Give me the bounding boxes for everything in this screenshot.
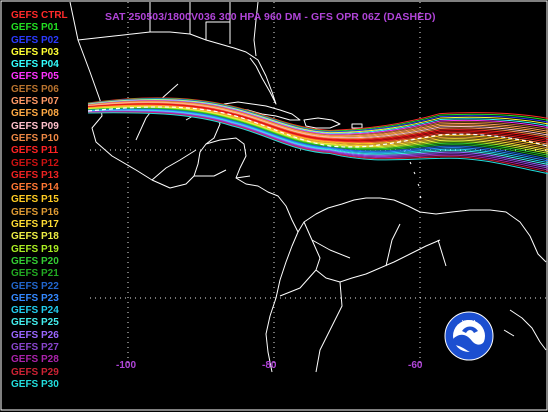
ensemble-line [87, 107, 548, 154]
ensemble-line [87, 109, 548, 165]
ensemble-lines [87, 97, 548, 175]
ensemble-line [87, 111, 548, 171]
legend-item: GEFS CTRL [11, 10, 68, 21]
legend-item: GEFS P29 [11, 366, 59, 378]
legend-item: GEFS P07 [11, 96, 59, 108]
ensemble-line [87, 108, 548, 160]
ensemble-line [87, 97, 548, 131]
ensemble-line [87, 108, 548, 158]
legend-item: GEFS P03 [11, 46, 59, 58]
legend-item: GEFS P26 [11, 329, 59, 341]
legend-item: GEFS P25 [11, 317, 59, 329]
ensemble-line [87, 102, 548, 140]
legend-item: GEFS P06 [11, 83, 59, 95]
ensemble-line [87, 112, 548, 175]
legend-item: GEFS P22 [11, 280, 59, 292]
ensemble-line [87, 109, 548, 164]
ensemble-line [87, 106, 548, 153]
ensemble-line [87, 99, 548, 135]
legend-item: GEFS P13 [11, 169, 59, 181]
map-title: SAT 250503/1800V036 300 HPA 960 DM - GFS… [105, 11, 436, 23]
ensemble-line [87, 98, 548, 133]
legend: GEFS CTRL GEFS P01 GEFS P02 GEFS P03 GEFS P0… [11, 10, 68, 391]
legend-item: GEFS P02 [11, 34, 59, 46]
legend-item: GEFS P30 [11, 378, 59, 390]
x-tick-label: -100 [116, 360, 137, 371]
x-tick-label: -80 [262, 360, 277, 371]
legend-item: GEFS P14 [11, 182, 59, 194]
x-tick-label: -60 [408, 360, 423, 371]
ensemble-line [87, 100, 548, 136]
svg-text:NOAA: NOAA [462, 320, 477, 326]
legend-item: GEFS P15 [11, 194, 59, 206]
ensemble-line [87, 103, 548, 142]
legend-item: GEFS P28 [11, 354, 59, 366]
legend-item: GEFS P16 [11, 206, 59, 218]
ensemble-line [87, 103, 548, 141]
legend-item: GEFS P17 [11, 219, 59, 231]
ensemble-line [87, 101, 548, 137]
legend-item: GEFS P04 [11, 59, 59, 71]
gfs-operational-dashed-line [87, 106, 548, 148]
ensemble-line [87, 104, 548, 143]
ensemble-line [87, 106, 548, 151]
legend-item: GEFS P24 [11, 305, 59, 317]
ensemble-line [87, 100, 548, 135]
ensemble-line [87, 98, 548, 134]
legend-item: GEFS P19 [11, 243, 59, 255]
legend-item: GEFS P27 [11, 342, 59, 354]
ensemble-line [87, 110, 548, 167]
legend-item: GEFS P21 [11, 268, 59, 280]
ensemble-line [87, 111, 548, 173]
ensemble-line [87, 104, 548, 145]
legend-item: GEFS P08 [11, 108, 59, 120]
legend-item: GEFS P01 [11, 22, 59, 34]
legend-item: GEFS P09 [11, 120, 59, 132]
legend-item: GEFS P05 [11, 71, 59, 83]
legend-item: GEFS P11 [11, 145, 59, 157]
legend-item: GEFS P12 [11, 157, 59, 169]
legend-item: GEFS P23 [11, 292, 59, 304]
legend-item: GEFS P10 [11, 132, 59, 144]
legend-item: GEFS P20 [11, 255, 59, 267]
ensemble-line [87, 110, 548, 169]
ensemble-line [87, 109, 548, 162]
legend-item: GEFS P18 [11, 231, 59, 243]
ensemble-line [87, 101, 548, 138]
ensemble-line [87, 102, 548, 139]
ensemble-line [87, 97, 548, 132]
noaa-logo: NOAA [444, 311, 494, 361]
